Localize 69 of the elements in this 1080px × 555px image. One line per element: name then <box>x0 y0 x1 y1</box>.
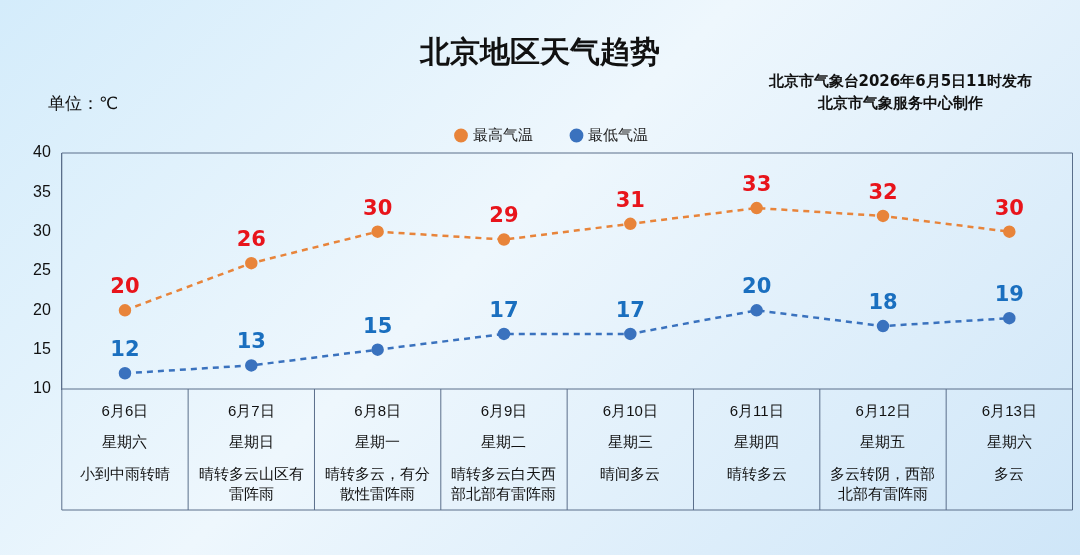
point <box>371 343 384 356</box>
chart-title: 北京地区天气趋势 <box>418 33 661 71</box>
text: 晴间多云 <box>600 464 661 483</box>
text: 晴转多云山区有雷阵雨 <box>198 464 304 503</box>
x-tick-label: 6月7日 <box>227 402 275 420</box>
y-tick-label: 40 <box>33 143 51 161</box>
data-label: 19 <box>994 282 1024 307</box>
point <box>118 367 132 380</box>
data-label: 17 <box>489 297 519 322</box>
legend-label: 最低气温 <box>588 125 648 143</box>
x-tick-label: 6月11日 <box>729 402 784 420</box>
text: 多云 <box>994 464 1025 483</box>
text: 星期三 <box>607 432 653 451</box>
y-tick-label: 10 <box>33 379 51 397</box>
point <box>497 327 511 341</box>
text: 星期二 <box>481 432 527 451</box>
x-tick-label: 6月8日 <box>354 402 401 420</box>
x-tick-label: 6月6日 <box>101 402 149 420</box>
text: 多云转阴，西部北部有雷阵雨 <box>830 464 936 503</box>
data-label: 26 <box>236 227 266 252</box>
text: 星期六 <box>986 432 1032 451</box>
y-tick-label: 15 <box>33 340 51 358</box>
text: 晴转多云白天西部北部有雷阵雨 <box>451 464 557 503</box>
data-label: 33 <box>742 172 772 197</box>
data-label: 13 <box>236 329 266 354</box>
data-label: 29 <box>489 203 519 228</box>
data-label: 32 <box>868 179 898 204</box>
data-label: 12 <box>110 337 140 362</box>
point <box>624 327 637 341</box>
y-tick-label: 20 <box>33 300 51 318</box>
point <box>876 319 890 333</box>
x-tick-label: 6月9日 <box>480 402 528 420</box>
text: 星期日 <box>228 432 274 451</box>
point <box>1003 225 1016 238</box>
text: 北京市气象服务中心制作 <box>816 93 984 114</box>
point <box>371 225 384 238</box>
text: 星期六 <box>102 432 148 451</box>
data-label: 17 <box>615 297 645 322</box>
text: 星期五 <box>860 432 906 451</box>
text: 晴转多云，有分散性雷阵雨 <box>325 464 431 503</box>
point <box>750 304 763 317</box>
y-axis-title: 单位：℃ <box>48 92 119 115</box>
x-tick-label: 6月13日 <box>981 402 1037 420</box>
y-tick-label: 35 <box>33 182 51 200</box>
point <box>118 304 132 317</box>
data-label: 18 <box>868 290 898 315</box>
data-label: 30 <box>994 195 1024 220</box>
data-label: 15 <box>363 313 393 338</box>
data-label: 20 <box>742 274 772 299</box>
point <box>750 201 763 215</box>
text: 星期一 <box>355 432 401 451</box>
point <box>876 209 890 223</box>
text: 星期四 <box>734 432 780 451</box>
y-tick-label: 30 <box>33 222 51 240</box>
point <box>624 217 637 231</box>
point <box>245 256 258 270</box>
data-label: 30 <box>363 195 393 220</box>
point <box>1003 311 1016 325</box>
point <box>245 359 258 372</box>
x-tick-label: 6月10日 <box>602 402 658 420</box>
point <box>497 233 511 246</box>
data-label: 31 <box>615 187 645 212</box>
text: 小到中雨转晴 <box>79 464 170 483</box>
data-label: 20 <box>110 274 140 299</box>
text: 北京市气象台2026年6月5日11时发布 <box>768 71 1032 92</box>
y-tick-label: 25 <box>33 261 51 279</box>
x-tick-label: 6月12日 <box>855 402 911 420</box>
legend-label: 最高气温 <box>472 125 533 143</box>
text: 晴转多云 <box>726 464 787 483</box>
